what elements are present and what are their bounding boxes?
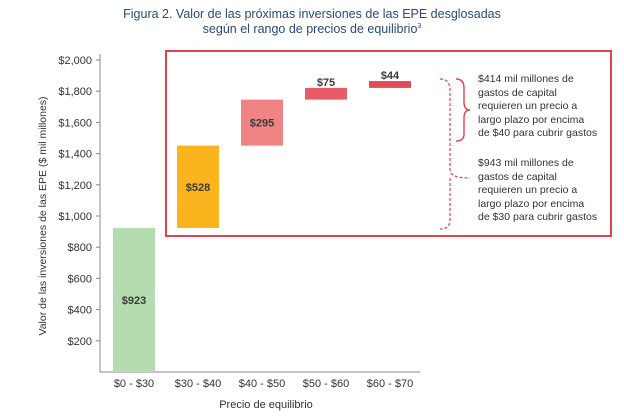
chart-subtitle: según el rango de precios de equilibrio3 <box>202 22 422 36</box>
x-tick-label: $50 - $60 <box>303 378 349 390</box>
x-tick-label: $30 - $40 <box>175 378 221 390</box>
y-tick-label: $1,800 <box>58 86 92 98</box>
highlight-box <box>165 50 612 237</box>
annotation-line: de $30 para cubrir gastos <box>478 211 598 223</box>
x-axis-label: Precio de equilibrio <box>219 399 313 411</box>
y-tick-label: $1,000 <box>58 211 92 223</box>
bracket-943 <box>439 78 471 230</box>
bar-value-label: $295 <box>250 118 274 130</box>
bar <box>177 145 219 229</box>
bar-value-label: $44 <box>381 70 400 82</box>
annotation-414: $414 mil millones de gastos de capital r… <box>478 73 613 141</box>
annotation-line: largo plazo por encima <box>478 113 585 126</box>
annotation-line: largo plazo por encima <box>478 197 585 210</box>
bar-value-label: $923 <box>122 295 146 307</box>
bar <box>305 87 347 100</box>
bar-value-label: $528 <box>186 182 210 194</box>
bar <box>241 99 283 146</box>
y-tick-label: $1,600 <box>58 117 92 129</box>
annotation-line: requieren un precio a <box>478 184 578 196</box>
footnote-marker: 3 <box>417 22 422 30</box>
bar-value-label: $75 <box>317 77 335 89</box>
annotation-line: gastos de capital <box>478 170 557 183</box>
bar <box>369 81 411 88</box>
y-tick-label: $2,000 <box>58 55 92 67</box>
y-tick-label: $1,200 <box>58 180 92 192</box>
chart-title: Figura 2. Valor de las próximas inversio… <box>123 7 501 21</box>
annotation-943: $943 mil millones de gastos de capital r… <box>478 157 613 225</box>
y-tick-label: $800 <box>68 242 92 254</box>
x-tick-label: $0 - $30 <box>114 378 154 390</box>
annotation-line: de $40 para cubrir gastos <box>478 127 598 139</box>
y-tick-label: $200 <box>68 336 92 348</box>
annotation-line: requieren un precio a <box>478 100 578 112</box>
y-tick-label: $400 <box>68 305 92 317</box>
annotation-line: $943 mil millones de <box>478 157 574 169</box>
x-tick-label: $60 - $70 <box>367 378 413 390</box>
annotation-line: gastos de capital <box>478 86 557 99</box>
y-axis-label: Valor de las inversiones de las EPE ($ m… <box>37 96 49 335</box>
x-tick-label: $40 - $50 <box>239 378 285 390</box>
y-tick-label: $600 <box>68 273 92 285</box>
y-tick-label: $1,400 <box>58 149 92 161</box>
bar <box>113 228 155 372</box>
bracket-414 <box>455 78 471 142</box>
annotation-line: $414 mil millones de <box>478 73 574 85</box>
